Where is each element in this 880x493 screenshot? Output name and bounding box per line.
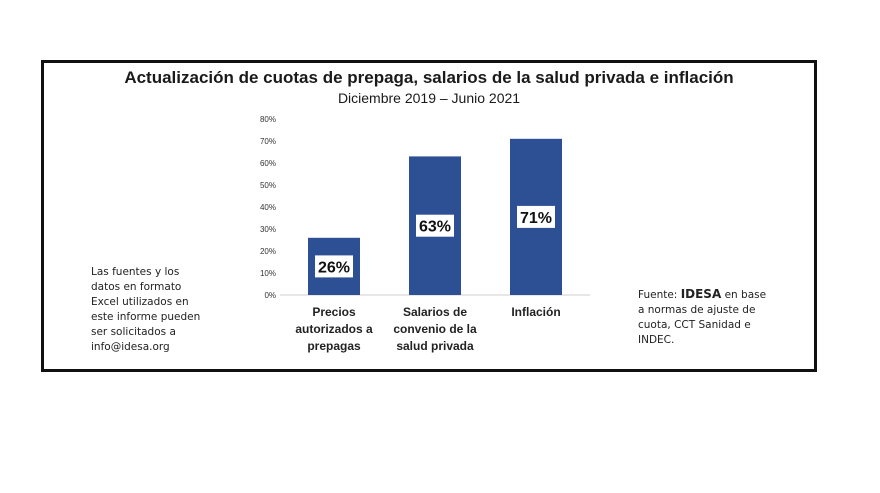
value-label-box	[517, 205, 555, 228]
source-line-1: Fuente: IDESA en base	[638, 287, 788, 303]
source-line: a normas de ajuste de	[638, 304, 756, 316]
y-tick-label: 30%	[260, 225, 276, 234]
category-label: Inflación	[511, 305, 560, 319]
value-label: 63%	[419, 219, 451, 236]
note-line: Las fuentes y los	[91, 266, 180, 278]
value-label-box	[315, 255, 353, 278]
value-label: 26%	[318, 259, 350, 276]
chart-frame: Actualización de cuotas de prepaga, sala…	[41, 60, 817, 372]
category-label: salud privada	[396, 339, 474, 353]
value-label: 71%	[520, 210, 552, 227]
chart-subtitle: Diciembre 2019 – Junio 2021	[337, 90, 521, 106]
category-label: prepagas	[307, 339, 361, 353]
y-tick-label: 80%	[260, 115, 276, 124]
source-org: IDESA	[680, 287, 722, 301]
source-note: Fuente: IDESA en base a normas de ajuste…	[638, 287, 788, 348]
note-line: ser solicitados a	[91, 326, 176, 338]
y-tick-label: 10%	[260, 269, 276, 278]
data-availability-note: Las fuentes y los datos en formato Excel…	[91, 265, 211, 355]
category-label: Salarios de	[403, 305, 467, 319]
y-tick-label: 0%	[264, 291, 276, 300]
source-prefix: Fuente:	[638, 289, 681, 301]
source-line: INDEC.	[638, 334, 675, 346]
category-label: Precios	[312, 305, 356, 319]
y-tick-label: 70%	[260, 137, 276, 146]
category-label: autorizados a	[295, 322, 373, 336]
y-tick-label: 60%	[260, 159, 276, 168]
note-line: datos en formato	[91, 281, 182, 293]
value-label-box	[416, 214, 454, 237]
note-line: Excel utilizados en	[91, 296, 189, 308]
source-line: cuota, CCT Sanidad e	[638, 319, 751, 331]
source-line1-suffix: en base	[721, 289, 767, 301]
category-label: convenio de la	[393, 322, 477, 336]
note-line: este informe pueden	[91, 311, 201, 323]
y-tick-label: 20%	[260, 247, 276, 256]
chart-title: Actualización de cuotas de prepaga, sala…	[124, 68, 734, 87]
note-email: info@idesa.org	[91, 341, 170, 353]
bar-chart: 0% 10% 20% 30% 40% 50% 60% 70% 80% 26% 63% 71% Preci…	[260, 115, 590, 353]
y-tick-label: 50%	[260, 181, 276, 190]
y-tick-label: 40%	[260, 203, 276, 212]
